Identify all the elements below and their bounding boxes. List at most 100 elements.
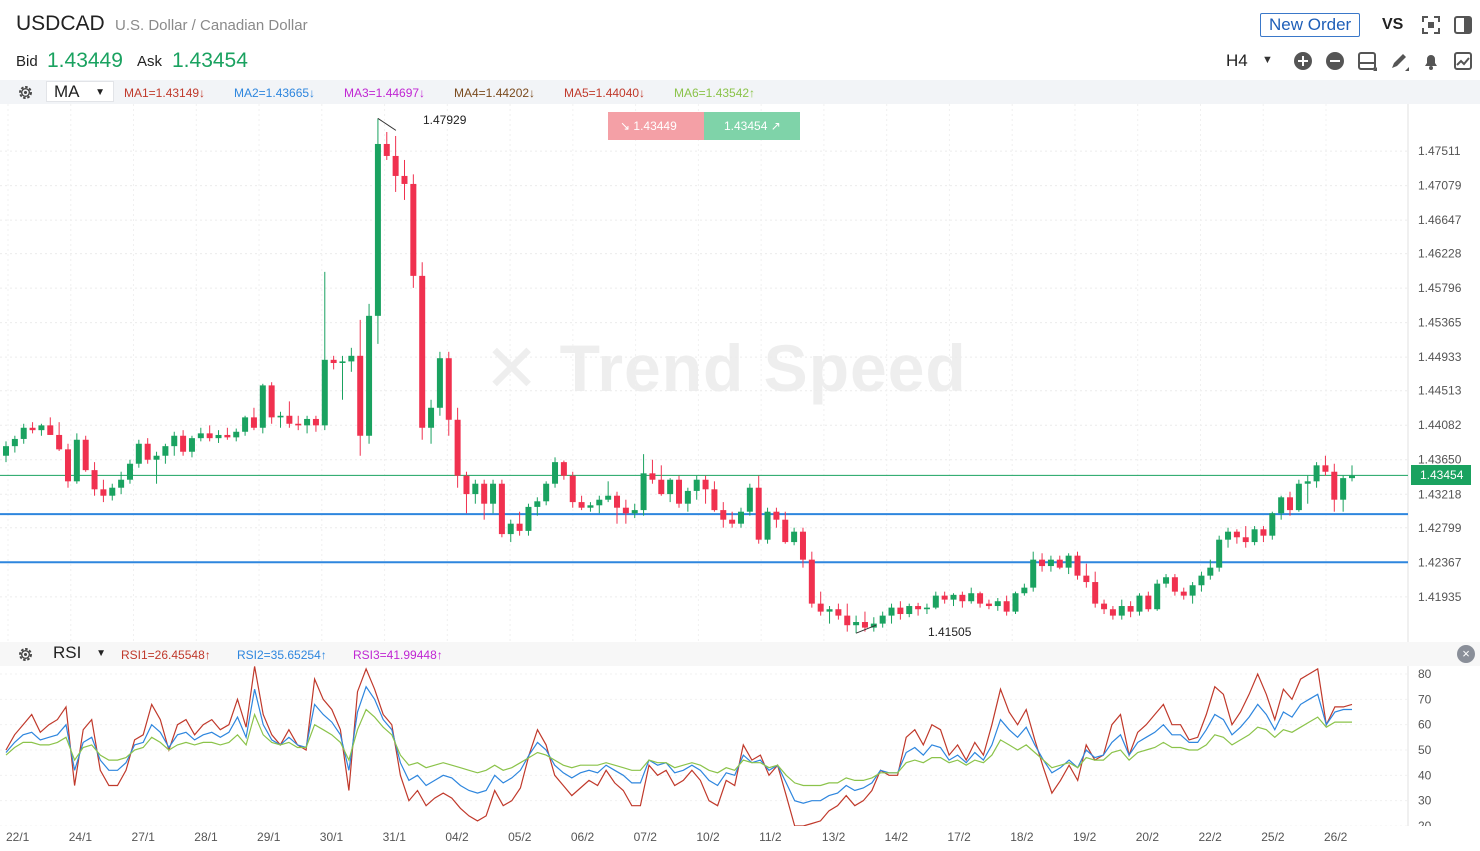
indicator-select-rsi[interactable]: RSI ▼	[46, 643, 114, 664]
candle	[667, 479, 674, 495]
high-marker-line	[377, 117, 397, 131]
candle	[1136, 595, 1143, 612]
candle	[525, 506, 532, 531]
candle	[1180, 591, 1187, 596]
low-price-label: 1.41505	[928, 625, 972, 639]
ask-value: 1.43454	[172, 49, 248, 72]
candle	[1021, 587, 1028, 594]
candle	[1198, 575, 1205, 586]
candle	[82, 439, 89, 471]
rsi3-label: RSI3=41.99448↑	[353, 648, 443, 662]
bid-value: 1.43449	[47, 49, 123, 72]
candle	[587, 505, 594, 508]
candle	[91, 470, 98, 490]
rsi-tick-label: 70	[1418, 692, 1432, 706]
bid-label: Bid	[16, 53, 38, 70]
candle	[932, 595, 939, 608]
candle	[631, 510, 638, 514]
price-tick-label: 1.47511	[1418, 144, 1461, 158]
candle	[941, 595, 948, 600]
candle	[791, 531, 798, 543]
candle	[569, 475, 576, 503]
candle	[746, 487, 753, 512]
candle	[1322, 465, 1329, 472]
timeframe-select[interactable]: H4	[1226, 51, 1248, 70]
candle	[162, 446, 169, 456]
time-axis-label: 04/2	[445, 830, 469, 844]
quote-buy-button[interactable]: 1.43454 ↗	[704, 112, 800, 140]
candle	[38, 425, 45, 431]
time-axis-label: 22/2	[1198, 830, 1222, 844]
zoom-in-icon[interactable]	[1293, 51, 1313, 71]
candle	[543, 483, 550, 502]
time-axis-label: 06/2	[570, 830, 595, 844]
candle	[1242, 537, 1249, 543]
candle	[773, 511, 780, 520]
candle	[507, 523, 514, 535]
ma5-label: MA5=1.44040↓	[564, 86, 646, 100]
current-price-tag: 1.43454	[1411, 465, 1471, 486]
candle	[419, 275, 426, 428]
quote-sell-button[interactable]: ↘ 1.43449	[608, 112, 704, 140]
candle	[720, 510, 727, 520]
watermark-logo: ✕ Trend Speed	[484, 330, 967, 407]
candle	[640, 473, 647, 511]
candle	[56, 434, 63, 450]
candle	[206, 433, 213, 439]
candle	[171, 435, 178, 447]
zoom-out-icon[interactable]	[1325, 51, 1345, 71]
vs-button[interactable]: VS	[1382, 16, 1404, 33]
candle	[1233, 531, 1240, 538]
draw-pen-icon[interactable]	[1389, 51, 1409, 71]
candle	[782, 519, 789, 543]
candle	[1065, 555, 1072, 568]
candle	[1047, 559, 1054, 567]
candle	[1003, 601, 1010, 612]
candle	[498, 483, 505, 535]
candle	[1030, 559, 1037, 588]
candle	[144, 443, 151, 460]
candle	[1101, 603, 1108, 610]
candle	[445, 358, 452, 420]
candle	[304, 418, 311, 426]
indicator-chart-icon[interactable]	[1453, 51, 1473, 71]
price-tick-label: 1.46228	[1418, 247, 1462, 261]
candle	[339, 361, 346, 364]
price-chart[interactable]: 1.47511 1.47079 1.46647 1.46228 1.45796 1.453…	[0, 104, 1480, 642]
price-tick-label: 1.43218	[1418, 487, 1462, 501]
candle	[552, 462, 559, 484]
candle	[614, 495, 621, 508]
rsi-indicator-bar: RSI ▼ RSI1=26.45548↑ RSI2=35.65254↑ RSI3…	[0, 642, 1480, 666]
gear-icon[interactable]	[17, 646, 34, 663]
candle	[534, 501, 541, 507]
chevron-down-icon[interactable]: ▼	[1262, 54, 1273, 66]
candle	[915, 606, 922, 610]
quote-ask-value: 1.43454	[724, 119, 768, 133]
candle	[1313, 465, 1320, 482]
indicator-select-ma[interactable]: MA ▼	[46, 81, 114, 102]
candle	[118, 479, 125, 488]
time-axis-label: 18/2	[1010, 830, 1034, 844]
gear-icon[interactable]	[17, 84, 34, 101]
close-icon[interactable]: ×	[1457, 645, 1475, 663]
candle	[357, 355, 364, 436]
candle	[250, 417, 257, 428]
price-tick-label: 1.42799	[1418, 521, 1462, 535]
panel-icon[interactable]	[1453, 15, 1473, 35]
price-tick-label: 1.44082	[1418, 418, 1462, 432]
alert-bell-icon[interactable]	[1421, 51, 1441, 71]
candle	[410, 183, 417, 276]
fullscreen-icon[interactable]	[1421, 15, 1441, 35]
candle	[321, 359, 328, 426]
price-tick-label: 1.46647	[1418, 213, 1462, 227]
candle	[1216, 539, 1223, 568]
new-order-button[interactable]: New Order	[1260, 13, 1361, 37]
candle	[11, 438, 18, 447]
layout-icon[interactable]	[1357, 51, 1377, 71]
candle	[1225, 531, 1232, 540]
watermark-text: Trend Speed	[559, 331, 967, 405]
time-axis-label: 19/2	[1072, 830, 1097, 844]
rsi-chart[interactable]: 80 70 60 50 40 30 20	[0, 666, 1480, 826]
candle	[295, 423, 302, 426]
time-axis-label: 25/2	[1261, 830, 1285, 844]
